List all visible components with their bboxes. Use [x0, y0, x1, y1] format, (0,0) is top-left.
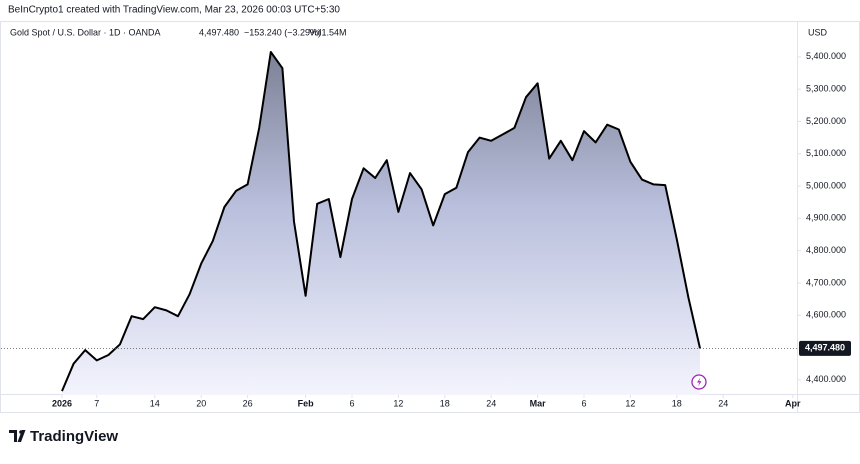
y-tick-label: 4,600.000 — [806, 310, 846, 320]
x-tick-label: 14 — [150, 398, 160, 408]
x-tick-label: 6 — [581, 398, 586, 408]
y-tick-label: 4,800.000 — [806, 245, 846, 255]
x-tick-label: Feb — [298, 398, 315, 408]
price-line — [61, 51, 701, 392]
x-tick-label: 12 — [393, 398, 403, 408]
y-tick-label: 4,900.000 — [806, 213, 846, 223]
x-tick-label: 18 — [672, 398, 682, 408]
x-tick-label: Mar — [530, 398, 547, 408]
alert-icon — [691, 374, 707, 390]
x-tick-label: 26 — [243, 398, 253, 408]
brand-logo — [9, 430, 26, 442]
legend-close: 4,497.480 — [199, 27, 239, 37]
y-tick-label: 5,100.000 — [806, 148, 846, 158]
x-tick-label: 18 — [440, 398, 450, 408]
legend-change: −153.240 (−3.29%) — [244, 27, 321, 37]
y-tick-label: 5,000.000 — [806, 180, 846, 190]
plot: 4,400.000 4,600.000 4,700.000 4,800.000 4,90… — [1, 51, 851, 408]
x-tick-label: 7 — [94, 398, 99, 408]
last-price-box — [799, 340, 851, 356]
y-tick-label: 5,300.000 — [806, 84, 846, 94]
x-tick-label: Apr — [785, 398, 801, 408]
last-price-label: 4,497.480 — [805, 343, 845, 353]
y-tick-label: 4,700.000 — [806, 277, 846, 287]
x-tick-label: 24 — [486, 398, 496, 408]
legend-symbol: Gold Spot / U.S. Dollar · 1D · OANDA — [10, 27, 161, 37]
brand-name: TradingView — [30, 428, 118, 445]
x-tick-label: 6 — [349, 398, 354, 408]
x-tick-label: 12 — [625, 398, 635, 408]
x-tick-label: 2026 — [52, 398, 72, 408]
y-tick-label: 4,400.000 — [806, 374, 846, 384]
legend-volume: Vol1.54M — [309, 27, 347, 37]
currency: USD — [808, 27, 828, 37]
header: BeInCrypto1 created with TradingView.com… — [8, 5, 340, 16]
x-tick-label: 20 — [196, 398, 206, 408]
y-tick-label: 5,200.000 — [806, 116, 846, 126]
y-tick-label: 5,400.000 — [806, 51, 846, 61]
area-fill — [62, 52, 700, 395]
x-tick-label: 24 — [718, 398, 728, 408]
